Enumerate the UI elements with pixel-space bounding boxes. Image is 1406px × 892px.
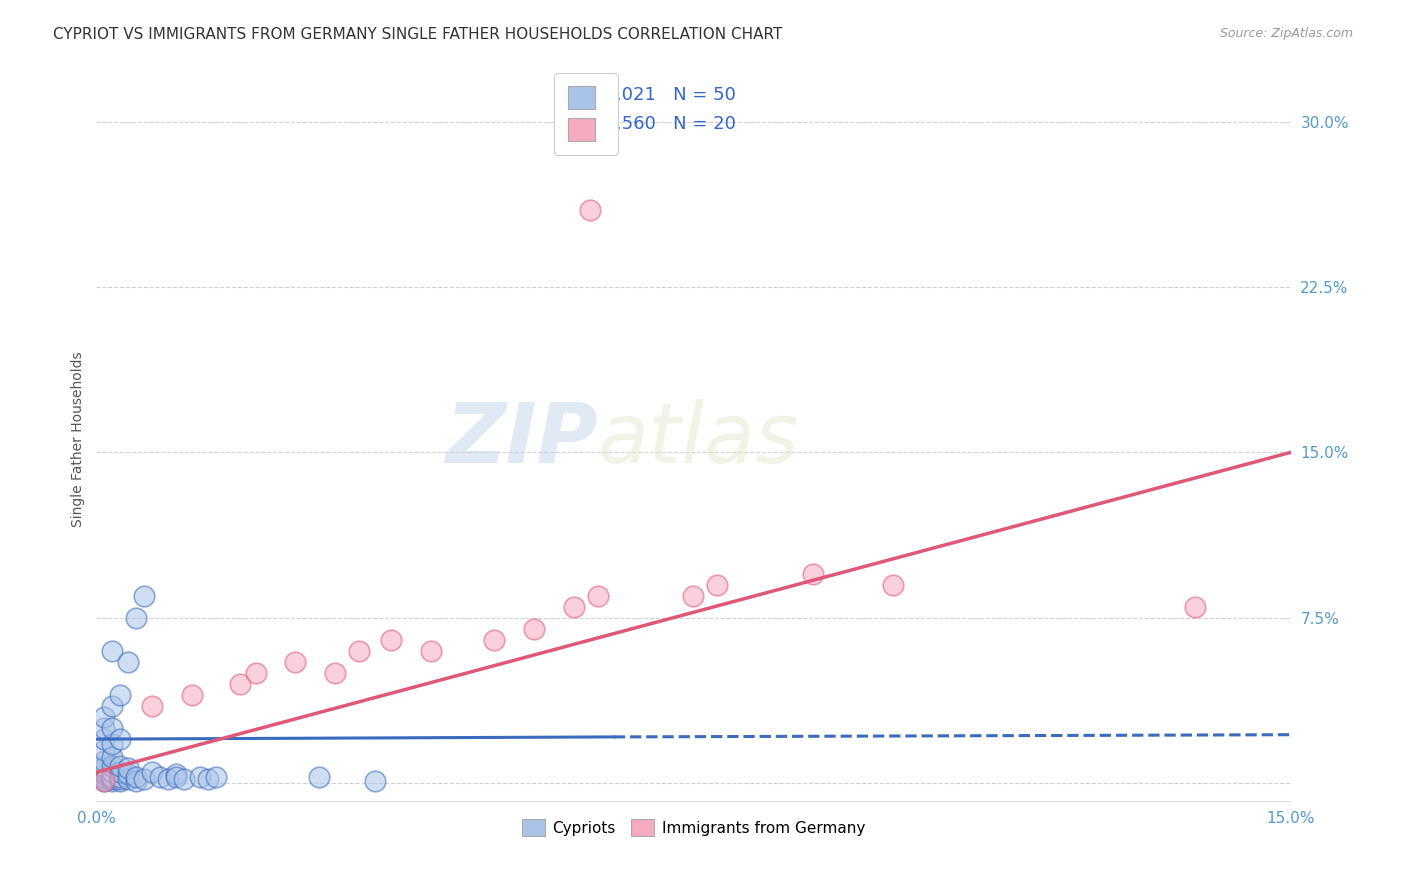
- Point: [117, 761, 139, 775]
- Point: [93, 732, 115, 747]
- Point: [93, 763, 115, 777]
- Point: [323, 665, 346, 680]
- Point: [347, 644, 370, 658]
- Point: [156, 772, 179, 786]
- Point: [101, 644, 124, 658]
- Point: [110, 758, 132, 772]
- Point: [110, 765, 132, 780]
- Point: [93, 761, 115, 775]
- Point: [165, 767, 187, 781]
- Text: R =  0.560   N = 20: R = 0.560 N = 20: [560, 115, 735, 133]
- Point: [141, 765, 163, 780]
- Point: [562, 599, 585, 614]
- Point: [801, 566, 824, 581]
- Point: [245, 665, 267, 680]
- Text: R =  0.021   N = 50: R = 0.021 N = 50: [560, 87, 735, 104]
- Point: [364, 774, 387, 789]
- Point: [110, 774, 132, 789]
- Text: ZIP: ZIP: [446, 399, 598, 480]
- Point: [110, 732, 132, 747]
- Point: [101, 774, 124, 789]
- Point: [93, 754, 115, 768]
- Point: [125, 611, 148, 625]
- Point: [165, 770, 187, 784]
- Point: [204, 770, 226, 784]
- Text: CYPRIOT VS IMMIGRANTS FROM GERMANY SINGLE FATHER HOUSEHOLDS CORRELATION CHART: CYPRIOT VS IMMIGRANTS FROM GERMANY SINGL…: [53, 27, 783, 42]
- Point: [117, 655, 139, 669]
- Point: [93, 721, 115, 735]
- Point: [134, 772, 156, 786]
- Point: [228, 677, 250, 691]
- Text: atlas: atlas: [598, 399, 800, 480]
- Point: [93, 758, 115, 772]
- Point: [284, 655, 307, 669]
- Point: [149, 770, 172, 784]
- Point: [197, 772, 219, 786]
- Point: [93, 767, 115, 781]
- Point: [180, 688, 202, 702]
- Point: [579, 202, 602, 217]
- Point: [419, 644, 441, 658]
- Point: [141, 699, 163, 714]
- Y-axis label: Single Father Households: Single Father Households: [72, 351, 86, 527]
- Point: [101, 749, 124, 764]
- Point: [110, 770, 132, 784]
- Point: [93, 765, 115, 780]
- Legend: Cypriots, Immigrants from Germany: Cypriots, Immigrants from Germany: [515, 811, 873, 844]
- Point: [125, 770, 148, 784]
- Point: [117, 767, 139, 781]
- Point: [117, 772, 139, 786]
- Point: [188, 770, 211, 784]
- Point: [380, 632, 402, 647]
- Point: [586, 589, 609, 603]
- Point: [125, 774, 148, 789]
- Point: [173, 772, 195, 786]
- Point: [1184, 599, 1206, 614]
- Point: [93, 772, 115, 786]
- Point: [706, 578, 728, 592]
- Point: [484, 632, 506, 647]
- Point: [682, 589, 704, 603]
- Point: [110, 772, 132, 786]
- Point: [110, 688, 132, 702]
- Point: [134, 589, 156, 603]
- Point: [308, 770, 330, 784]
- Point: [882, 578, 904, 592]
- Point: [101, 737, 124, 751]
- Point: [101, 772, 124, 786]
- Point: [101, 765, 124, 780]
- Point: [101, 758, 124, 772]
- Point: [93, 770, 115, 784]
- Point: [101, 721, 124, 735]
- Point: [101, 770, 124, 784]
- Point: [93, 710, 115, 724]
- Point: [523, 622, 546, 636]
- Point: [101, 699, 124, 714]
- Point: [93, 743, 115, 757]
- Point: [93, 774, 115, 789]
- Text: Source: ZipAtlas.com: Source: ZipAtlas.com: [1219, 27, 1353, 40]
- Point: [93, 774, 115, 789]
